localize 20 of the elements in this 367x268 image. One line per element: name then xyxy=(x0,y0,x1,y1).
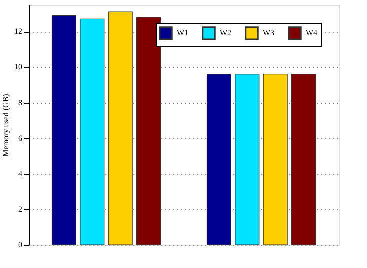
bar xyxy=(80,18,105,246)
y-tick-label: 0 xyxy=(18,240,22,250)
legend-label: W2 xyxy=(220,28,232,38)
y-tick-label: 6 xyxy=(18,134,22,143)
y-axis-title: Memory used (GB) xyxy=(2,94,10,157)
legend-label: W4 xyxy=(306,28,318,38)
bar xyxy=(206,74,232,246)
bar xyxy=(52,15,77,246)
legend-label: W3 xyxy=(263,28,275,38)
bar xyxy=(136,17,162,246)
y-tick-label: 12 xyxy=(14,27,22,36)
y-tick-label: 4 xyxy=(18,169,22,178)
bar xyxy=(235,74,260,246)
bar xyxy=(263,74,288,246)
bar xyxy=(108,12,133,246)
bar xyxy=(291,74,316,246)
y-tick-label: 10 xyxy=(14,62,22,72)
legend-label: W1 xyxy=(177,28,189,38)
y-tick-label: 8 xyxy=(18,98,22,108)
y-tick-label: 2 xyxy=(18,204,22,214)
